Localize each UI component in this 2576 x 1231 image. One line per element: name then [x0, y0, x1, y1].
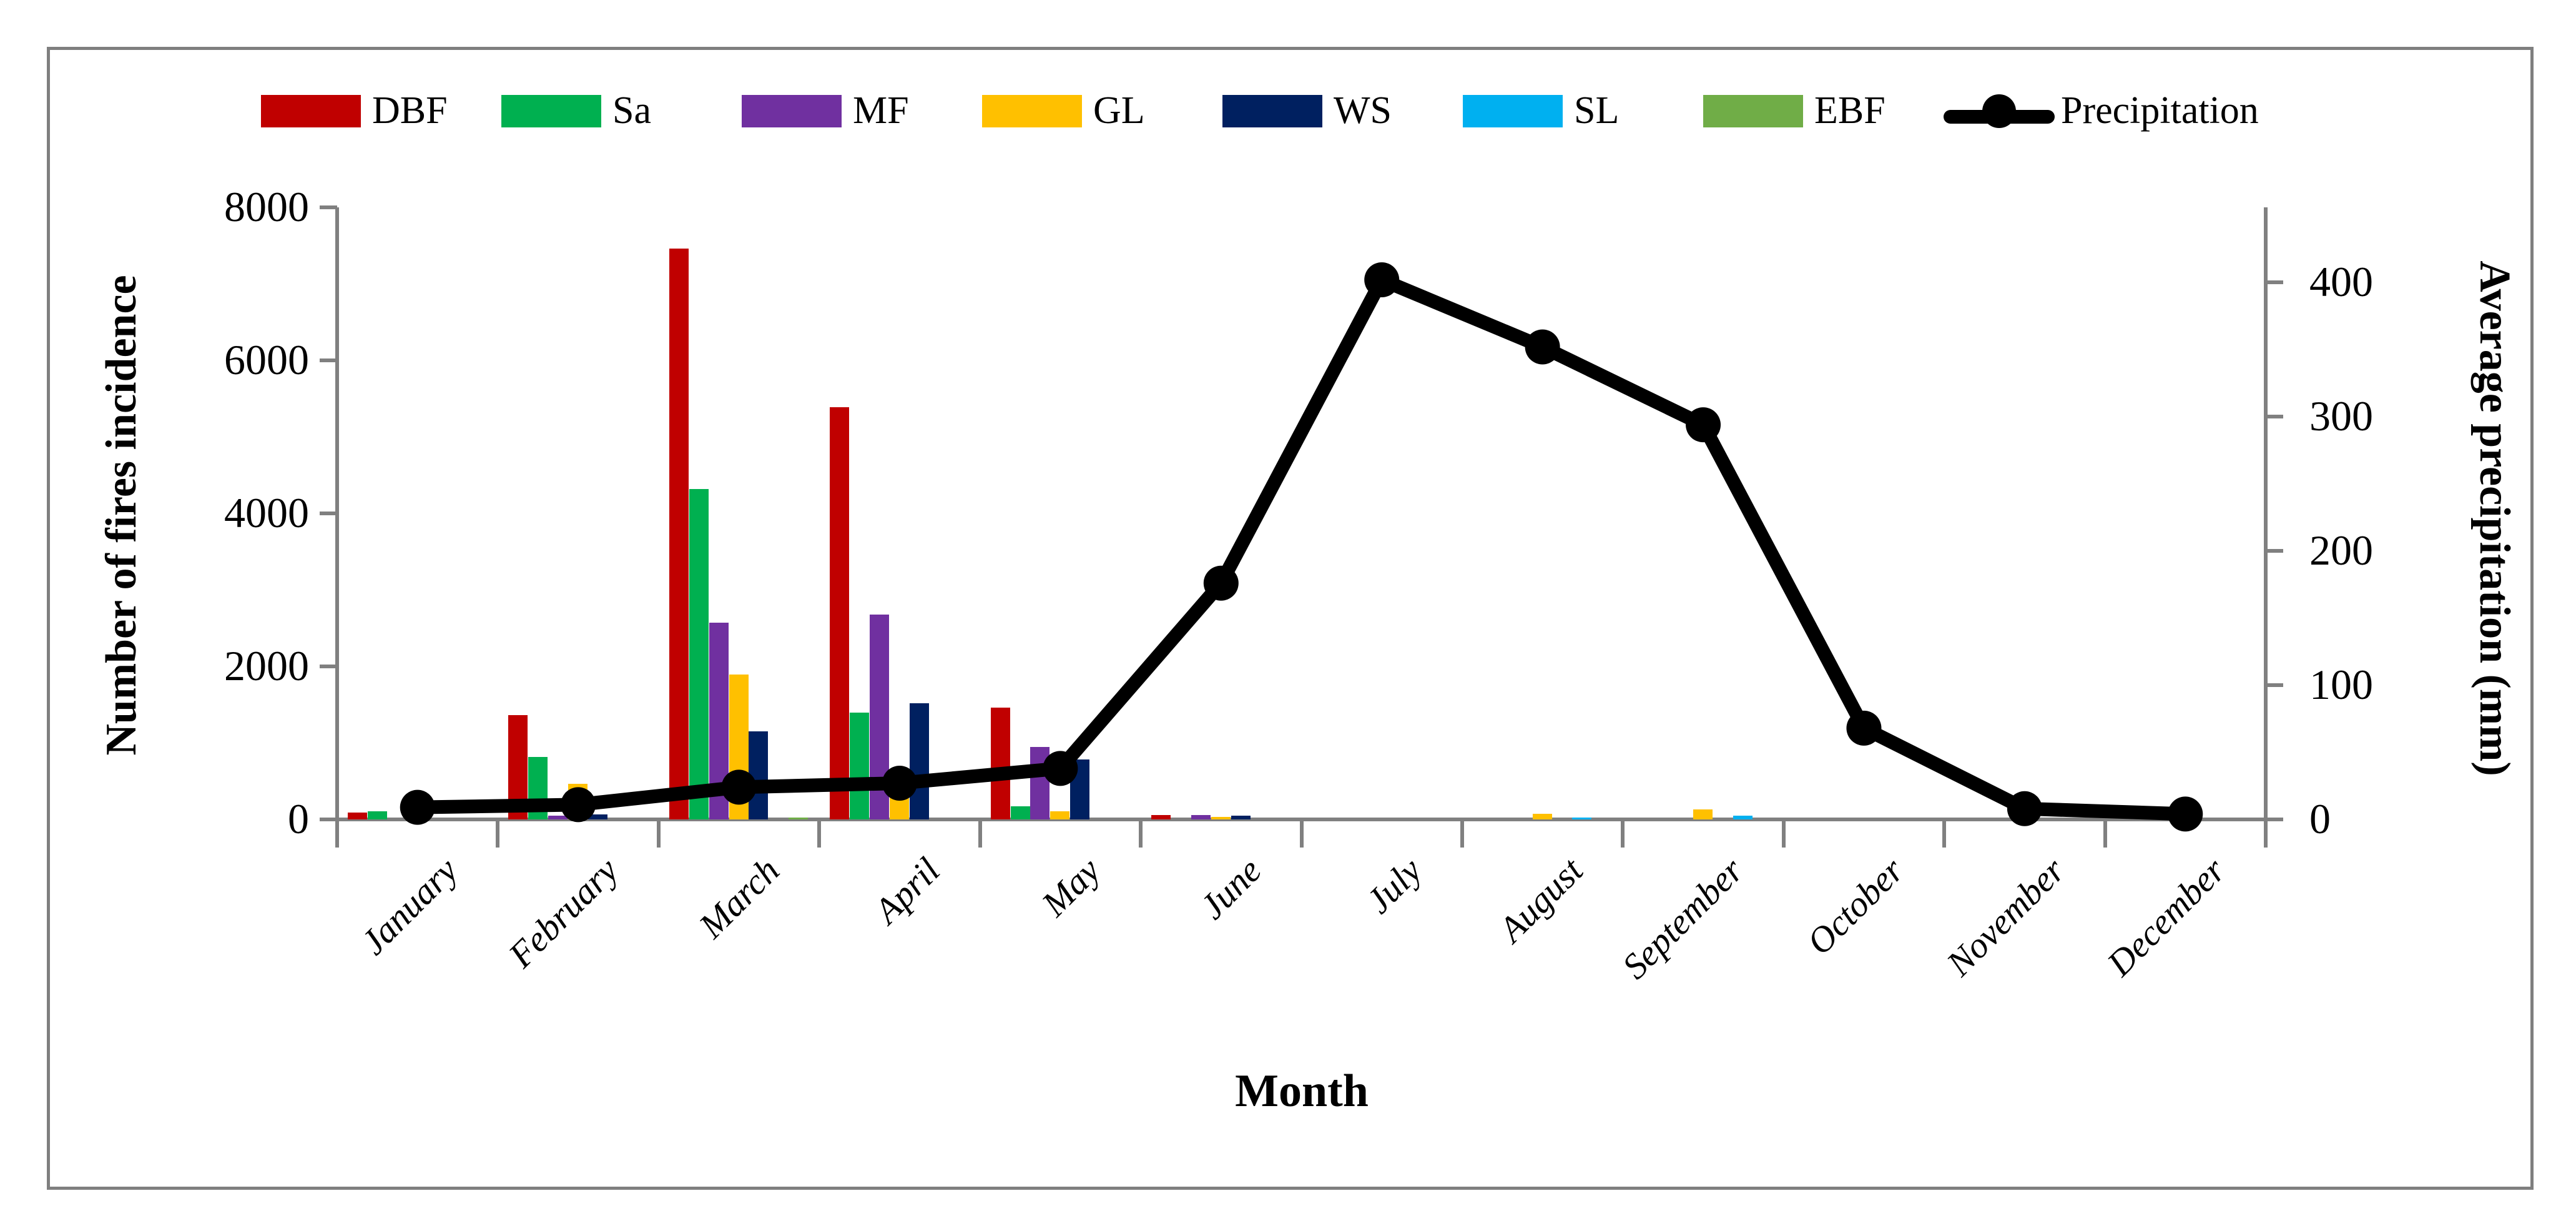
bar-MF-March: [709, 623, 729, 819]
left-axis-tick: [320, 358, 337, 362]
bar-DBF-March: [669, 249, 689, 819]
bar-Sa-February: [528, 756, 548, 819]
x-axis-tick: [1460, 819, 1464, 848]
chart-legend: DBF Sa MF GL WS SL EBF Precipitation: [0, 87, 2576, 144]
x-axis-tick: [2264, 819, 2268, 848]
x-axis-tick: [1299, 819, 1304, 848]
bar-MF-June: [1191, 814, 1211, 819]
bar-GL-August: [1532, 814, 1552, 819]
bar-WS-February: [588, 814, 608, 819]
legend-swatch-Sa: [501, 95, 601, 127]
bar-WS-May: [1070, 759, 1090, 819]
x-axis-tick: [1942, 819, 1947, 848]
left-axis-tick: [320, 512, 337, 515]
right-axis-tick-label: 300: [2309, 392, 2373, 440]
x-axis-tick: [2103, 819, 2107, 848]
bar-SL-September: [1733, 815, 1753, 819]
right-axis-tick-label: 200: [2309, 527, 2373, 575]
legend-swatch-GL: [982, 95, 1082, 127]
bar-GL-April: [889, 789, 909, 819]
legend-label: Sa: [612, 89, 651, 132]
legend-label: DBF: [372, 89, 448, 132]
bar-WS-April: [909, 703, 929, 819]
bar-SL-August: [1572, 817, 1592, 819]
legend-swatch-MF: [742, 95, 842, 127]
bar-Sa-January: [367, 811, 387, 819]
bar-WS-March: [749, 731, 769, 819]
left-axis-tick: [320, 818, 337, 821]
bar-MF-April: [870, 614, 890, 819]
bar-GL-February: [568, 784, 588, 819]
right-axis-tick-label: 100: [2309, 661, 2373, 709]
x-axis-tick: [1781, 819, 1786, 848]
legend-swatch-WS: [1222, 95, 1322, 127]
left-axis-line: [335, 207, 339, 819]
x-axis-tick: [335, 819, 339, 848]
bar-MF-February: [548, 816, 568, 819]
left-axis-title: Number of fires incidence: [97, 275, 145, 756]
bar-DBF-January: [348, 812, 367, 819]
legend-label: Precipitation: [2061, 89, 2259, 132]
left-axis-tick: [320, 205, 337, 209]
bar-GL-May: [1050, 811, 1070, 819]
right-axis-tick: [2266, 818, 2283, 821]
bar-DBF-June: [1151, 814, 1171, 819]
right-axis-tick: [2266, 683, 2283, 688]
x-axis-tick: [1139, 819, 1143, 848]
bar-Sa-May: [1010, 806, 1030, 819]
right-axis-line: [2264, 207, 2268, 819]
bar-GL-January: [407, 816, 427, 819]
right-axis-title: Average precipitation (mm): [2470, 260, 2519, 776]
legend-swatch-EBF: [1703, 95, 1803, 127]
left-axis-tick-label: 8000: [224, 183, 309, 230]
bar-MF-May: [1030, 746, 1050, 819]
right-axis-tick: [2266, 415, 2283, 419]
left-axis-tick-label: 2000: [224, 642, 309, 690]
right-axis-tick-label: 400: [2309, 258, 2373, 306]
bar-DBF-May: [990, 708, 1010, 819]
legend-swatch-SL: [1463, 95, 1563, 127]
bar-DBF-February: [508, 715, 528, 819]
bar-GL-September: [1693, 809, 1713, 819]
legend-label: EBF: [1814, 89, 1885, 132]
legend-swatch-DBF: [261, 95, 361, 127]
x-axis-tick: [496, 819, 500, 848]
legend-precipitation-marker: [1982, 94, 2016, 128]
left-axis-tick-label: 6000: [224, 336, 309, 383]
bar-Sa-April: [850, 712, 870, 819]
x-axis-tick: [978, 819, 982, 848]
bar-DBF-April: [830, 407, 850, 819]
x-axis-tick: [656, 819, 661, 848]
right-axis-tick: [2266, 549, 2283, 553]
x-axis-tick: [817, 819, 822, 848]
bar-Sa-March: [689, 488, 709, 819]
left-axis-tick-label: 4000: [224, 489, 309, 536]
x-axis-tick: [1621, 819, 1625, 848]
left-axis-tick: [320, 665, 337, 668]
right-axis-tick: [2266, 280, 2283, 285]
right-axis-tick-label: 0: [2309, 795, 2331, 843]
bar-EBF-March: [789, 817, 809, 819]
legend-label: GL: [1093, 89, 1145, 132]
legend-label: WS: [1334, 89, 1392, 132]
legend-label: SL: [1574, 89, 1620, 132]
left-axis-tick-label: 0: [288, 795, 309, 843]
bar-GL-June: [1211, 816, 1231, 819]
bar-WS-June: [1231, 815, 1251, 819]
x-axis-title: Month: [1235, 1065, 1369, 1117]
legend-label: MF: [853, 89, 909, 132]
bar-GL-March: [729, 675, 749, 819]
